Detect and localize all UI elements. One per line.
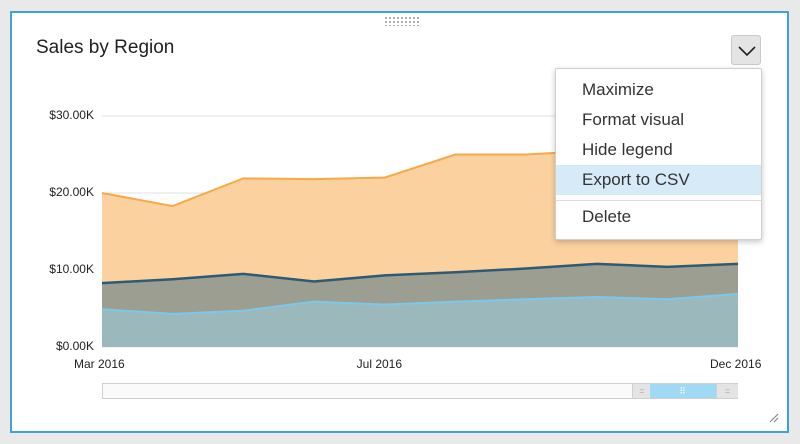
visual-card[interactable]: Sales by Region $0.00K $10.00K $20.00K $30.… xyxy=(10,11,789,433)
scrollbar-left-grip[interactable]: = xyxy=(632,384,651,398)
visual-menu-button[interactable] xyxy=(731,35,761,65)
menu-item-export-csv[interactable]: Export to CSV xyxy=(556,165,761,195)
y-tick-label: $20.00K xyxy=(49,185,94,199)
series-line-1[interactable] xyxy=(101,262,739,285)
series-area-2[interactable] xyxy=(102,293,738,347)
y-tick-label: $30.00K xyxy=(49,108,94,122)
visual-dropdown-menu: Maximize Format visual Hide legend Expor… xyxy=(555,68,762,240)
visual-title: Sales by Region xyxy=(36,37,175,58)
x-tick-label: Jul 2016 xyxy=(356,357,403,371)
drag-handle-icon[interactable] xyxy=(384,16,420,26)
menu-item-delete[interactable]: Delete xyxy=(582,207,632,226)
y-tick-label: $10.00K xyxy=(49,262,94,276)
x-tick-label: Mar 2016 xyxy=(74,357,125,371)
y-tick-label: $0.00K xyxy=(55,339,94,353)
scrollbar-right-grip[interactable]: = xyxy=(716,384,738,398)
menu-item-hide-legend[interactable]: Hide legend xyxy=(582,140,673,159)
menu-item-format-visual[interactable]: Format visual xyxy=(582,110,685,129)
x-tick-label: Dec 2016 xyxy=(710,357,762,371)
time-range-scrollbar[interactable]: = ⠿ = xyxy=(102,383,738,399)
resize-icon[interactable] xyxy=(767,411,779,423)
chevron-down-icon xyxy=(738,46,756,57)
menu-divider xyxy=(556,200,761,201)
menu-item-maximize[interactable]: Maximize xyxy=(582,80,654,99)
scrollbar-thumb[interactable]: ⠿ xyxy=(650,384,716,398)
series-line-2[interactable] xyxy=(101,292,739,315)
